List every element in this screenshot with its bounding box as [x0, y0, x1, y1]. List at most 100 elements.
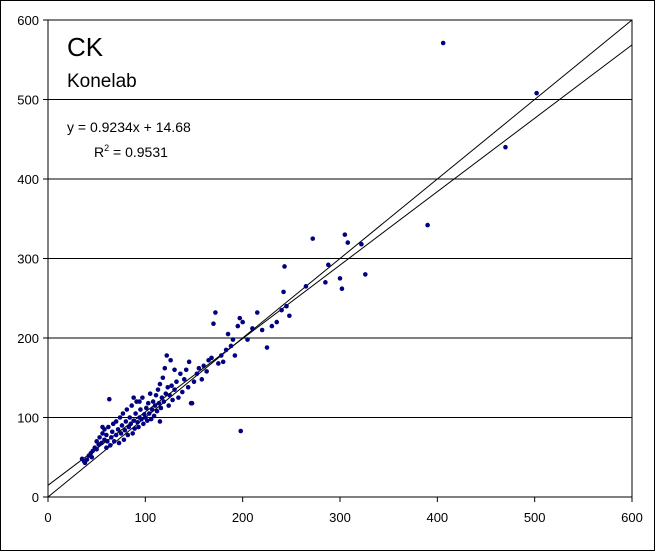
- data-point: [287, 313, 292, 319]
- data-point: [131, 418, 136, 423]
- data-point: [125, 432, 131, 438]
- y-tick-label: 400: [17, 172, 39, 187]
- data-point: [201, 363, 207, 369]
- data-point: [284, 303, 289, 309]
- data-point: [228, 343, 234, 349]
- data-point: [269, 323, 275, 329]
- data-point: [115, 427, 121, 432]
- data-point: [113, 419, 119, 424]
- x-tick-label: 100: [134, 510, 156, 525]
- data-point: [183, 367, 189, 373]
- data-point: [144, 405, 149, 411]
- data-point: [97, 435, 102, 440]
- data-point: [225, 331, 231, 337]
- data-point: [216, 361, 221, 366]
- data-point: [108, 435, 114, 440]
- r-squared-value: = 0.9531: [109, 144, 168, 160]
- data-point: [220, 359, 226, 365]
- y-tick-label: 0: [32, 490, 39, 505]
- data-point: [128, 421, 134, 427]
- data-point: [274, 319, 280, 325]
- data-point: [339, 286, 345, 292]
- data-point: [156, 400, 162, 406]
- data-point: [100, 431, 105, 436]
- data-point: [237, 315, 243, 321]
- data-point: [158, 405, 164, 411]
- x-tick-label: 500: [524, 510, 546, 525]
- data-point: [132, 426, 137, 431]
- data-point: [124, 407, 130, 412]
- data-point: [181, 377, 187, 382]
- data-point: [141, 421, 146, 427]
- x-tick-label: 200: [232, 510, 254, 525]
- data-point: [230, 337, 236, 342]
- data-point: [254, 310, 260, 315]
- data-point: [135, 419, 140, 425]
- data-point: [345, 240, 351, 245]
- data-point: [172, 367, 177, 373]
- y-tick-label: 100: [17, 411, 39, 426]
- data-point: [167, 392, 172, 398]
- data-point: [161, 399, 167, 404]
- data-point: [196, 365, 202, 371]
- data-point: [235, 323, 241, 329]
- data-point: [118, 431, 124, 436]
- x-tick-label: 0: [44, 510, 51, 525]
- data-point: [109, 429, 115, 435]
- regression-line: [47, 44, 633, 486]
- data-point: [191, 379, 197, 385]
- chart-subtitle: Konelab: [67, 71, 137, 92]
- data-point: [503, 144, 508, 150]
- x-tick-label: 300: [329, 510, 351, 525]
- data-point: [199, 377, 205, 382]
- data-point: [149, 407, 155, 412]
- data-point: [139, 416, 144, 422]
- data-point: [144, 418, 150, 423]
- data-point: [107, 443, 113, 448]
- data-point: [218, 353, 224, 358]
- data-point: [89, 454, 95, 460]
- data-point: [211, 321, 216, 326]
- data-point: [100, 424, 105, 430]
- data-point: [137, 399, 142, 404]
- data-point: [131, 395, 136, 400]
- data-point: [282, 264, 287, 269]
- data-point: [157, 419, 163, 424]
- data-point: [155, 387, 161, 392]
- data-point: [326, 262, 331, 268]
- data-point: [166, 403, 171, 408]
- data-point: [323, 280, 328, 285]
- data-point: [240, 319, 245, 325]
- data-point: [232, 353, 238, 358]
- data-point: [189, 400, 195, 406]
- data-point: [178, 371, 183, 377]
- data-point: [204, 369, 209, 374]
- data-point: [440, 40, 446, 46]
- data-point: [120, 411, 126, 416]
- data-point: [140, 395, 145, 400]
- data-point: [245, 337, 250, 342]
- data-point: [129, 403, 135, 408]
- chart-title: CK: [67, 32, 104, 62]
- data-point: [223, 347, 229, 353]
- data-point: [238, 428, 244, 434]
- data-point: [121, 437, 127, 443]
- data-point: [342, 232, 348, 237]
- data-point: [123, 419, 129, 424]
- data-point: [104, 432, 109, 438]
- data-point: [119, 423, 125, 428]
- data-point: [172, 387, 177, 392]
- data-point: [145, 400, 151, 406]
- data-point: [359, 241, 364, 247]
- data-point: [136, 424, 141, 430]
- data-point: [84, 457, 90, 462]
- data-point: [186, 359, 192, 365]
- data-point: [185, 384, 191, 390]
- data-point: [169, 383, 174, 389]
- data-point: [106, 424, 111, 430]
- data-point: [213, 310, 218, 315]
- r-squared-prefix: R: [94, 144, 104, 160]
- data-point: [94, 447, 99, 452]
- y-tick-label: 500: [17, 93, 39, 108]
